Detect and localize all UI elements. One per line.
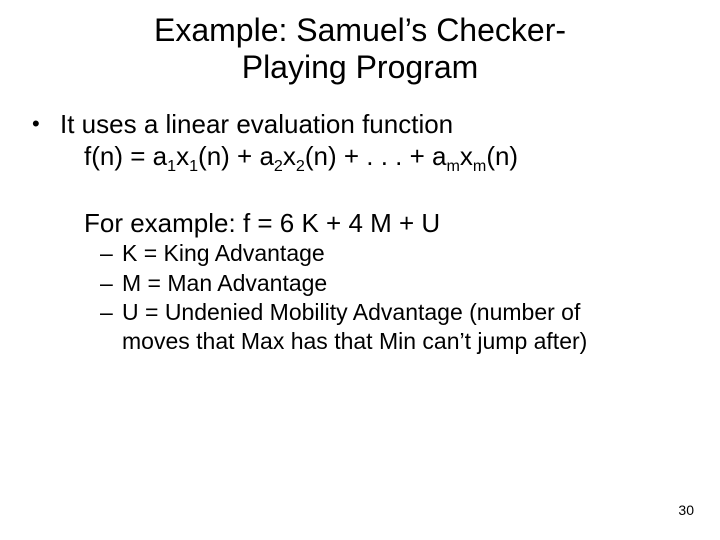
formula-sub: m	[446, 157, 459, 175]
formula-sub: 2	[296, 157, 305, 175]
slide-title: Example: Samuel’s Checker- Playing Progr…	[0, 0, 720, 86]
formula-part: (n) + a	[198, 141, 274, 171]
dash-icon: –	[100, 239, 122, 268]
list-item: – M = Man Advantage	[100, 269, 680, 298]
slide-body: • It uses a linear evaluation function f…	[0, 86, 720, 357]
list-text: U = Undenied Mobility Advantage (number …	[122, 298, 680, 357]
title-line-2: Playing Program	[242, 49, 479, 85]
sub-list: – K = King Advantage – M = Man Advantage…	[30, 239, 680, 357]
formula-part: (n)	[486, 141, 518, 171]
formula-sub: 2	[274, 157, 283, 175]
formula-part: x	[176, 141, 189, 171]
formula-sub: m	[473, 157, 486, 175]
formula-part: x	[460, 141, 473, 171]
formula-sub: 1	[189, 157, 198, 175]
dash-icon: –	[100, 269, 122, 298]
bullet-item: • It uses a linear evaluation function	[30, 108, 680, 141]
list-text-line: moves that Max has that Min can’t jump a…	[122, 328, 587, 354]
list-item: – K = King Advantage	[100, 239, 680, 268]
bullet-dot-icon: •	[30, 108, 60, 140]
list-item: – U = Undenied Mobility Advantage (numbe…	[100, 298, 680, 357]
formula-part: (n) + . . . + a	[305, 141, 447, 171]
dash-icon: –	[100, 298, 122, 357]
page-number: 30	[678, 502, 694, 518]
list-text: M = Man Advantage	[122, 269, 680, 298]
list-text: K = King Advantage	[122, 239, 680, 268]
formula-sub: 1	[167, 157, 176, 175]
example-line: For example: f = 6 K + 4 M + U	[30, 207, 680, 240]
formula-part: x	[283, 141, 296, 171]
title-line-1: Example: Samuel’s Checker-	[154, 12, 566, 48]
bullet-text: It uses a linear evaluation function	[60, 108, 680, 141]
formula-line: f(n) = a1x1(n) + a2x2(n) + . . . + amxm(…	[30, 140, 680, 173]
formula-part: f(n) = a	[84, 141, 167, 171]
slide: Example: Samuel’s Checker- Playing Progr…	[0, 0, 720, 540]
spacer	[30, 173, 680, 207]
list-text-line: U = Undenied Mobility Advantage (number …	[122, 299, 580, 325]
